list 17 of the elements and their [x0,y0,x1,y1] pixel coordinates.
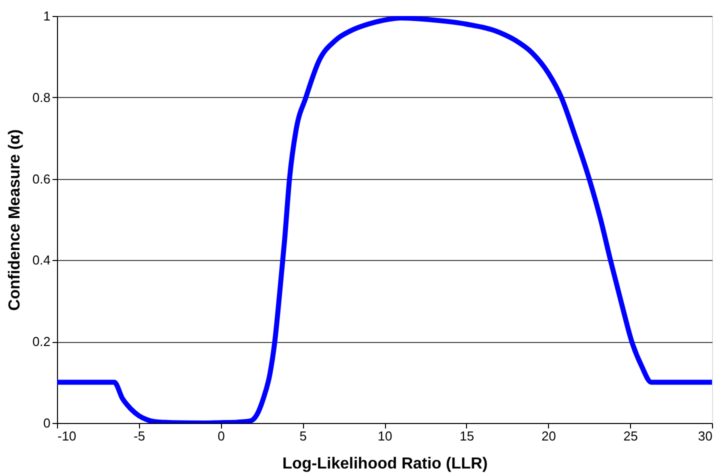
y-tick-label: 0.8 [32,90,50,105]
x-tick-label: 15 [460,428,474,444]
y-axis-title: Confidence Measure (α) [6,129,24,311]
y-tick-label: 0.2 [32,334,50,350]
y-tick-label: 0.4 [32,252,50,268]
x-tick-label: -10 [58,428,76,444]
y-tick-label: 0 [43,416,50,430]
x-tick-label: 10 [378,428,392,444]
x-tick-label: -5 [134,428,146,444]
x-tick-label: 25 [623,428,638,444]
x-tick-label: 5 [300,428,307,444]
y-tick-label: 1 [43,8,50,24]
x-tick-label: 30 [698,428,712,444]
x-tick-label: 20 [542,428,556,444]
x-axis-title: Log-Likelihood Ratio (LLR) [282,456,488,472]
x-tick-label: 0 [218,428,225,444]
y-tick-label: 0.6 [32,171,50,186]
